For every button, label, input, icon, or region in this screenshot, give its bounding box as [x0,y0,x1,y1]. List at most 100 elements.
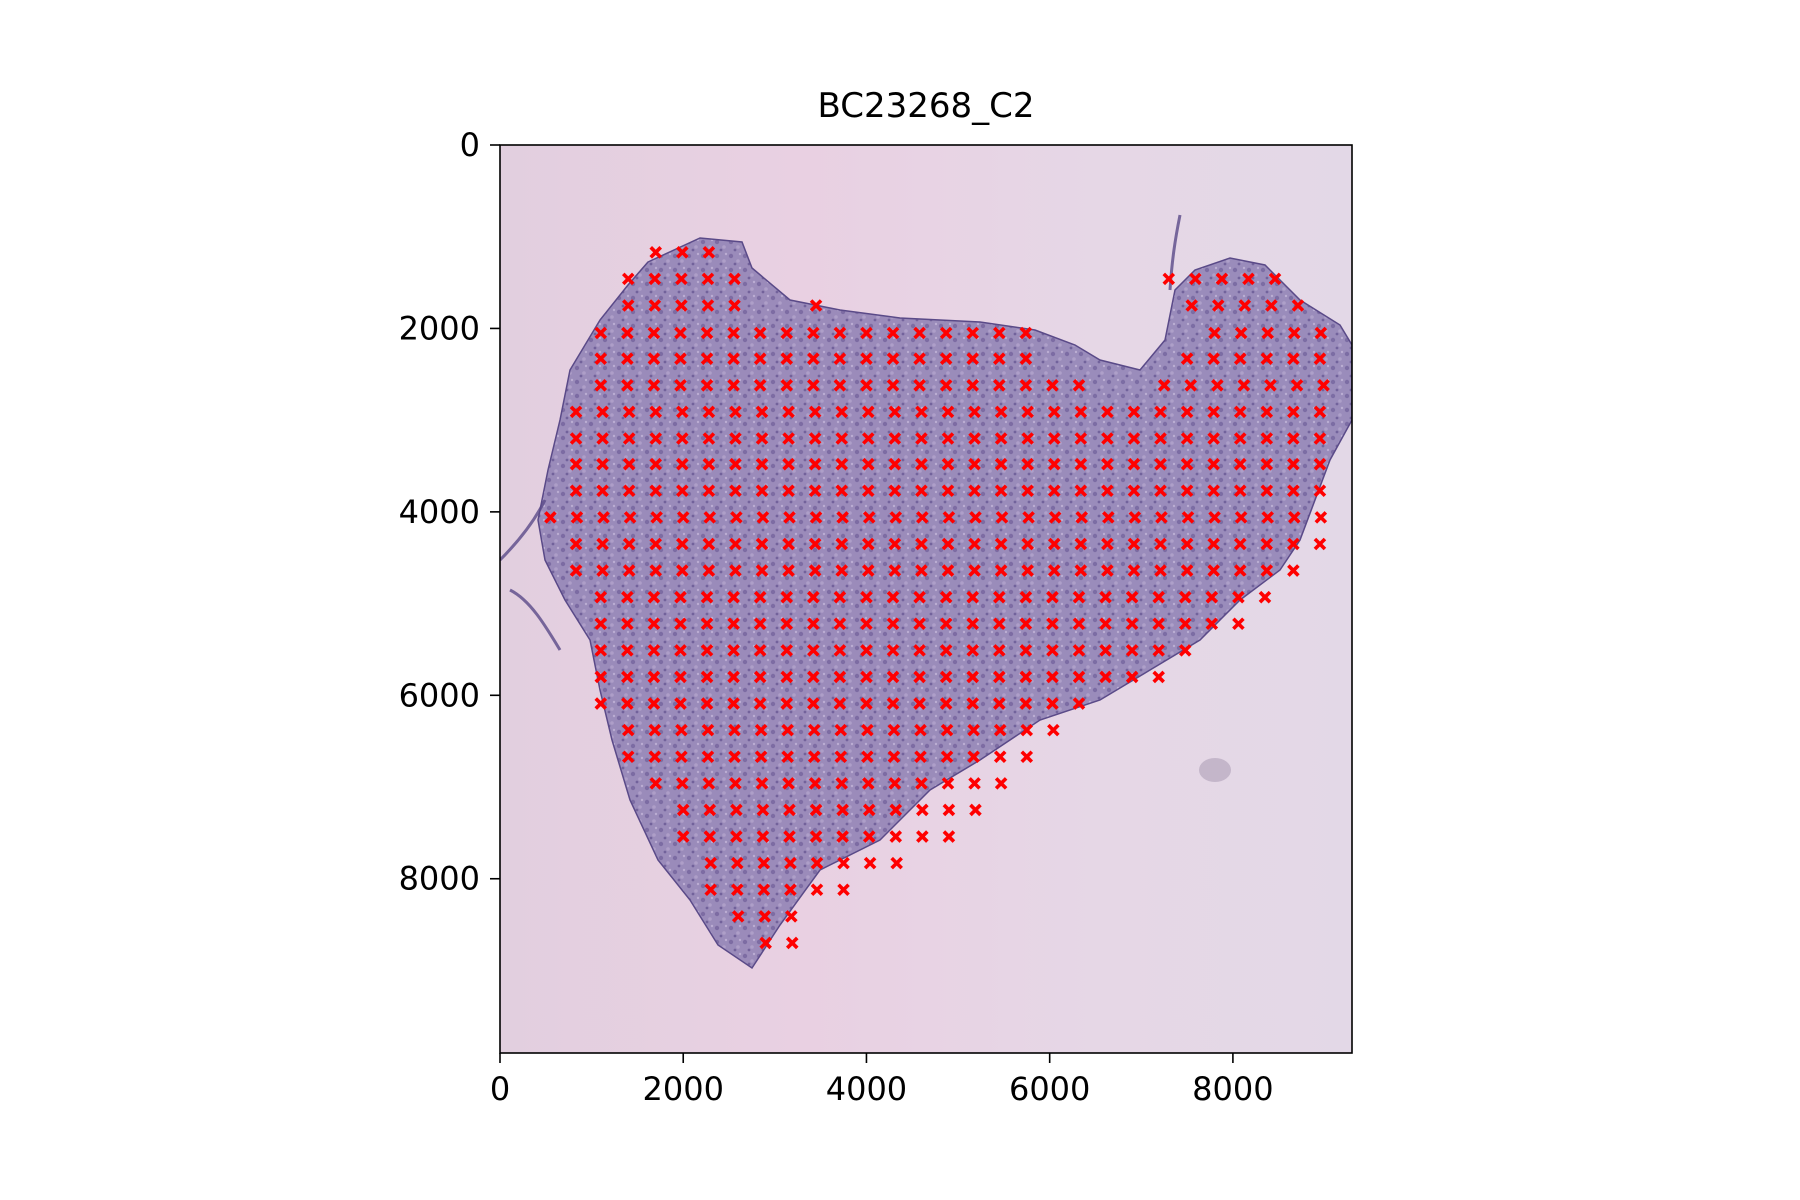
spot-marker [887,750,901,764]
spot-marker [1261,511,1274,524]
spot-marker [915,457,928,471]
spot-marker [888,537,902,551]
spot-marker [1125,590,1139,604]
spot-marker [1127,457,1141,471]
spot-marker [913,352,926,365]
spot-marker [753,590,767,604]
spot-marker [753,379,767,392]
spot-marker [783,511,796,524]
spot-marker [808,564,822,577]
spot-marker [862,564,875,577]
chart-title: BC23268_C2 [818,86,1035,126]
spot-marker [993,590,1006,604]
spot-marker [1287,352,1300,365]
spot-marker [833,326,847,340]
spot-marker [569,537,583,551]
spot-marker [833,617,847,631]
spot-marker [621,697,634,710]
spot-marker [939,670,953,684]
spot-marker [939,644,953,657]
spot-marker [1047,484,1061,498]
spot-marker [727,352,740,365]
spot-marker [780,352,794,365]
spot-marker [647,670,661,684]
spot-marker [1181,511,1195,524]
spot-marker [994,405,1008,419]
spot-marker [834,750,848,764]
spot-marker [755,484,769,498]
spot-marker [1154,405,1167,419]
spot-marker [754,750,768,764]
spot-marker [622,405,636,419]
spot-marker [622,537,636,551]
spot-marker [702,777,716,790]
spot-marker [1260,457,1274,471]
spot-marker [887,723,901,737]
spot-marker [941,777,955,790]
spot-marker [1205,590,1219,604]
spot-marker [863,856,877,870]
spot-marker [700,670,714,684]
spot-marker [729,537,742,551]
spot-marker [780,670,794,684]
spot-marker [862,777,875,790]
spot-marker [886,644,900,657]
spot-marker [621,670,634,684]
spot-marker [860,352,873,365]
spot-marker [649,246,663,259]
spot-marker [860,644,873,657]
spot-marker [889,830,903,843]
spot-marker [1287,432,1300,445]
x-tick-label: 4000 [826,1070,907,1108]
spot-marker [700,644,714,657]
spot-marker [807,590,820,604]
spot-marker [993,670,1006,684]
spot-marker [727,617,740,631]
spot-marker [1208,326,1221,340]
spot-marker [833,697,847,710]
spot-marker [1180,564,1194,577]
spot-marker [755,457,769,471]
spot-marker [913,326,926,340]
spot-marker [782,432,795,445]
spot-marker [1075,511,1089,524]
spot-marker [810,856,824,870]
spot-marker [968,432,981,445]
spot-marker [1154,484,1167,498]
spot-marker [1099,644,1112,657]
spot-marker [1021,405,1034,419]
x-tick: 8000 [1192,1053,1274,1108]
spot-marker [994,564,1008,577]
spot-marker [966,617,979,631]
spot-marker [1211,379,1224,392]
spot-marker [1074,484,1088,498]
spot-marker [596,484,609,498]
spot-marker [701,750,715,764]
spot-marker [810,883,824,897]
spot-marker [1264,379,1277,392]
spot-marker [862,405,875,419]
spot-marker [647,326,661,340]
spot-marker [1178,644,1192,657]
spot-marker [753,326,767,340]
spot-marker [702,432,716,445]
spot-marker [993,644,1006,657]
spot-marker [1019,644,1033,657]
spot-marker [753,644,767,657]
spot-marker [886,379,900,392]
spot-marker [1233,457,1247,471]
spot-marker [594,617,608,631]
y-tick-label: 2000 [399,309,480,347]
spot-marker [939,352,953,365]
y-tick-label: 6000 [399,676,480,714]
spot-marker [939,326,953,340]
spot-marker [1287,457,1300,471]
spot-marker [941,564,955,577]
spot-marker [1021,457,1034,471]
spot-marker [807,670,820,684]
spot-marker [1021,564,1034,577]
spot-marker [674,379,687,392]
spot-marker [1258,590,1272,604]
spot-marker [808,405,822,419]
spot-marker [622,432,636,445]
